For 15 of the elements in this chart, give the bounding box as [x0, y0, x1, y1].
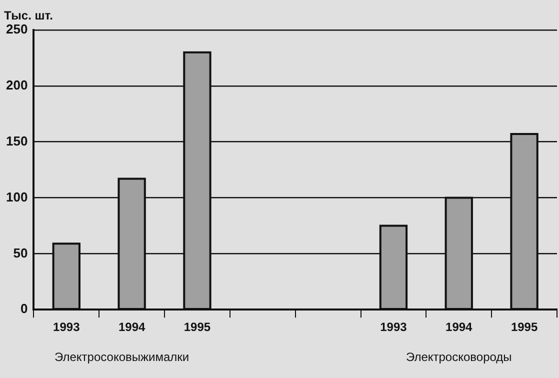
x-tick-label: 1994 [118, 320, 146, 334]
text: Электросковороды [406, 350, 512, 364]
y-tick-label: 250 [6, 22, 28, 37]
text: Электросоковыжималки [54, 350, 190, 364]
x-tick-label: 1993 [380, 320, 408, 334]
x-tick-label: 1995 [510, 320, 538, 334]
y-axis-title: Тыс. шт. [4, 8, 53, 22]
y-tick-label: 200 [6, 78, 28, 92]
x-tick-label: 1994 [446, 320, 473, 334]
y-tick-label: 0 [20, 301, 28, 316]
y-tick-label: 50 [13, 245, 28, 260]
x-tick-label: 1995 [184, 320, 211, 334]
y-tick-label: 100 [6, 189, 28, 204]
x-tick-label: 1993 [53, 320, 80, 334]
y-tick-label: 150 [6, 133, 28, 148]
